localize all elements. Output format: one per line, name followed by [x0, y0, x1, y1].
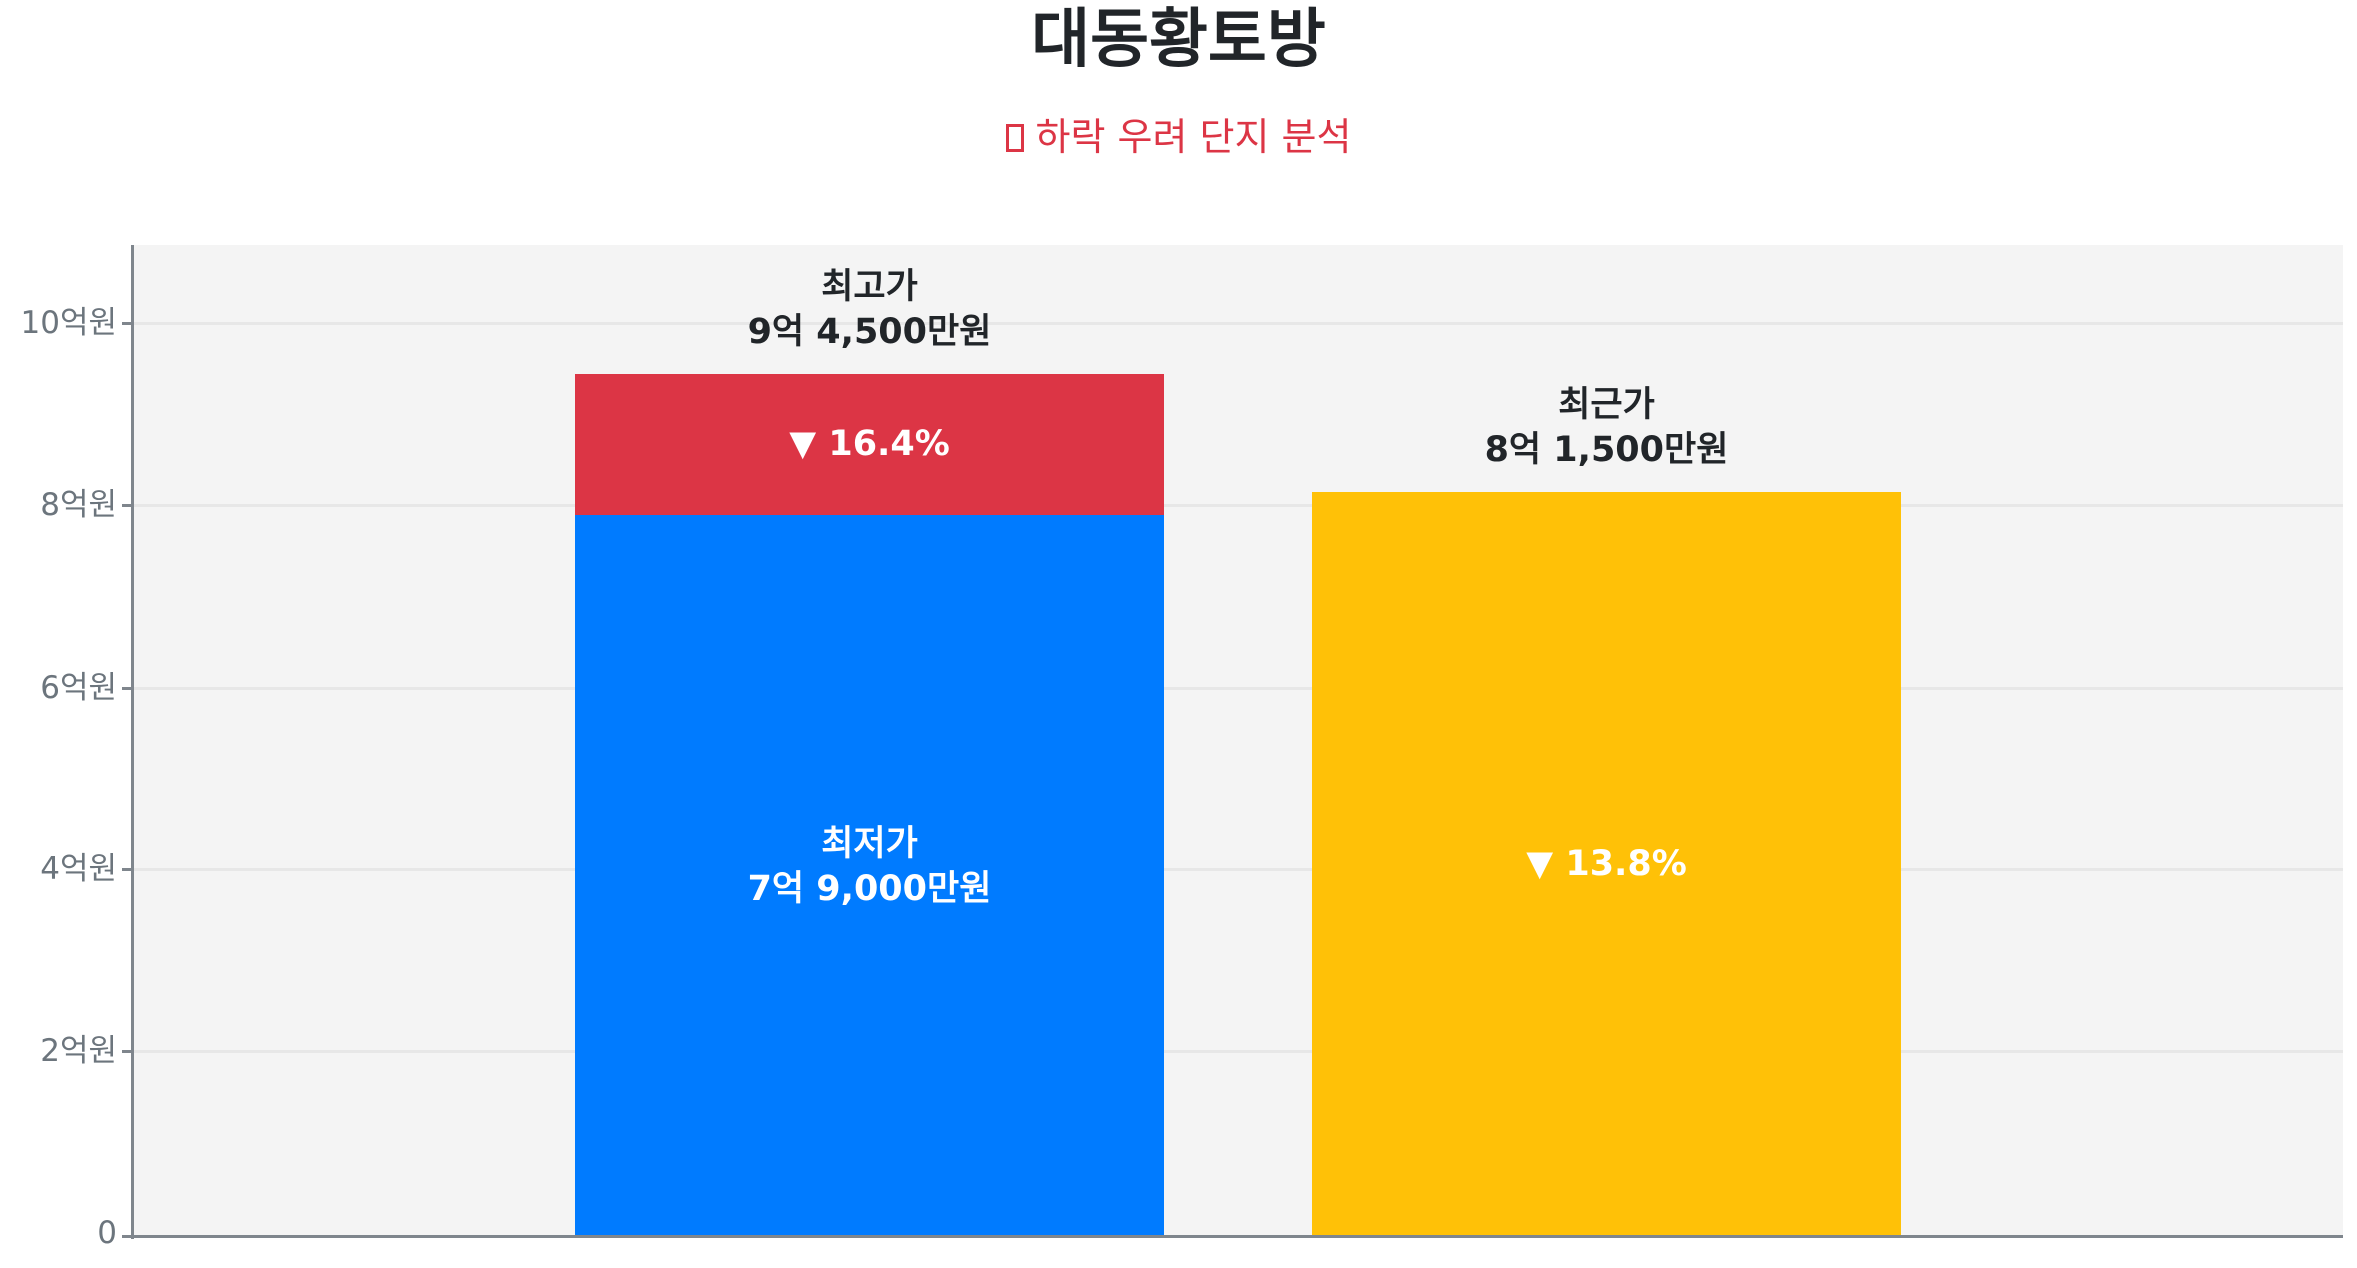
y-label-0: 0	[97, 1215, 117, 1251]
gridline-6	[133, 687, 2343, 690]
y-tick-6	[122, 687, 132, 690]
y-label-2: 2억원	[40, 1033, 117, 1069]
peak-value: 9억 4,500만원	[747, 312, 992, 352]
lowest-title: 최저가	[821, 824, 918, 864]
peak-drop-label: ▼ 16.4%	[789, 424, 950, 464]
y-tick-0	[122, 1235, 132, 1238]
gridline-4	[133, 868, 2343, 871]
lowest-value: 7억 9,000만원	[747, 869, 992, 909]
plot-area: 최고가 9억 4,500만원 ▼ 16.4% 최저가 7억 9,000만원 최근…	[133, 245, 2343, 1236]
y-label-10: 10억원	[20, 305, 118, 341]
bar-lowest-price	[575, 515, 1164, 1236]
chart-title: 대동황토방	[1031, 3, 1326, 77]
recent-title: 최근가	[1558, 385, 1655, 425]
y-label-8: 8억원	[40, 487, 117, 523]
bar-peak-drop-segment	[575, 374, 1164, 515]
gridline-10	[133, 322, 2343, 325]
subtitle-text: 하락 우려 단지 분석	[1035, 115, 1352, 159]
lowest-price-label: 최저가 7억 9,000만원	[575, 822, 1164, 912]
y-tick-10	[122, 322, 132, 325]
y-tick-2	[122, 1050, 132, 1053]
gridline-8	[133, 504, 2343, 507]
chart-subtitle: 하락 우려 단지 분석	[0, 112, 2357, 162]
y-label-4: 4억원	[40, 851, 117, 887]
peak-price-label: 최고가 9억 4,500만원	[575, 265, 1164, 355]
y-tick-8	[122, 504, 132, 507]
y-axis-line	[131, 245, 134, 1239]
recent-price-label: 최근가 8억 1,500만원	[1312, 383, 1901, 473]
gridline-2	[133, 1050, 2343, 1053]
y-tick-4	[122, 868, 132, 871]
recent-value: 8억 1,500만원	[1484, 430, 1729, 470]
bar-recent-price	[1312, 492, 1901, 1236]
x-axis-line	[122, 1235, 2343, 1238]
peak-title: 최고가	[821, 267, 918, 307]
warning-icon	[1005, 124, 1024, 152]
recent-drop-label: ▼ 13.8%	[1526, 844, 1687, 884]
y-label-6: 6억원	[40, 670, 117, 706]
